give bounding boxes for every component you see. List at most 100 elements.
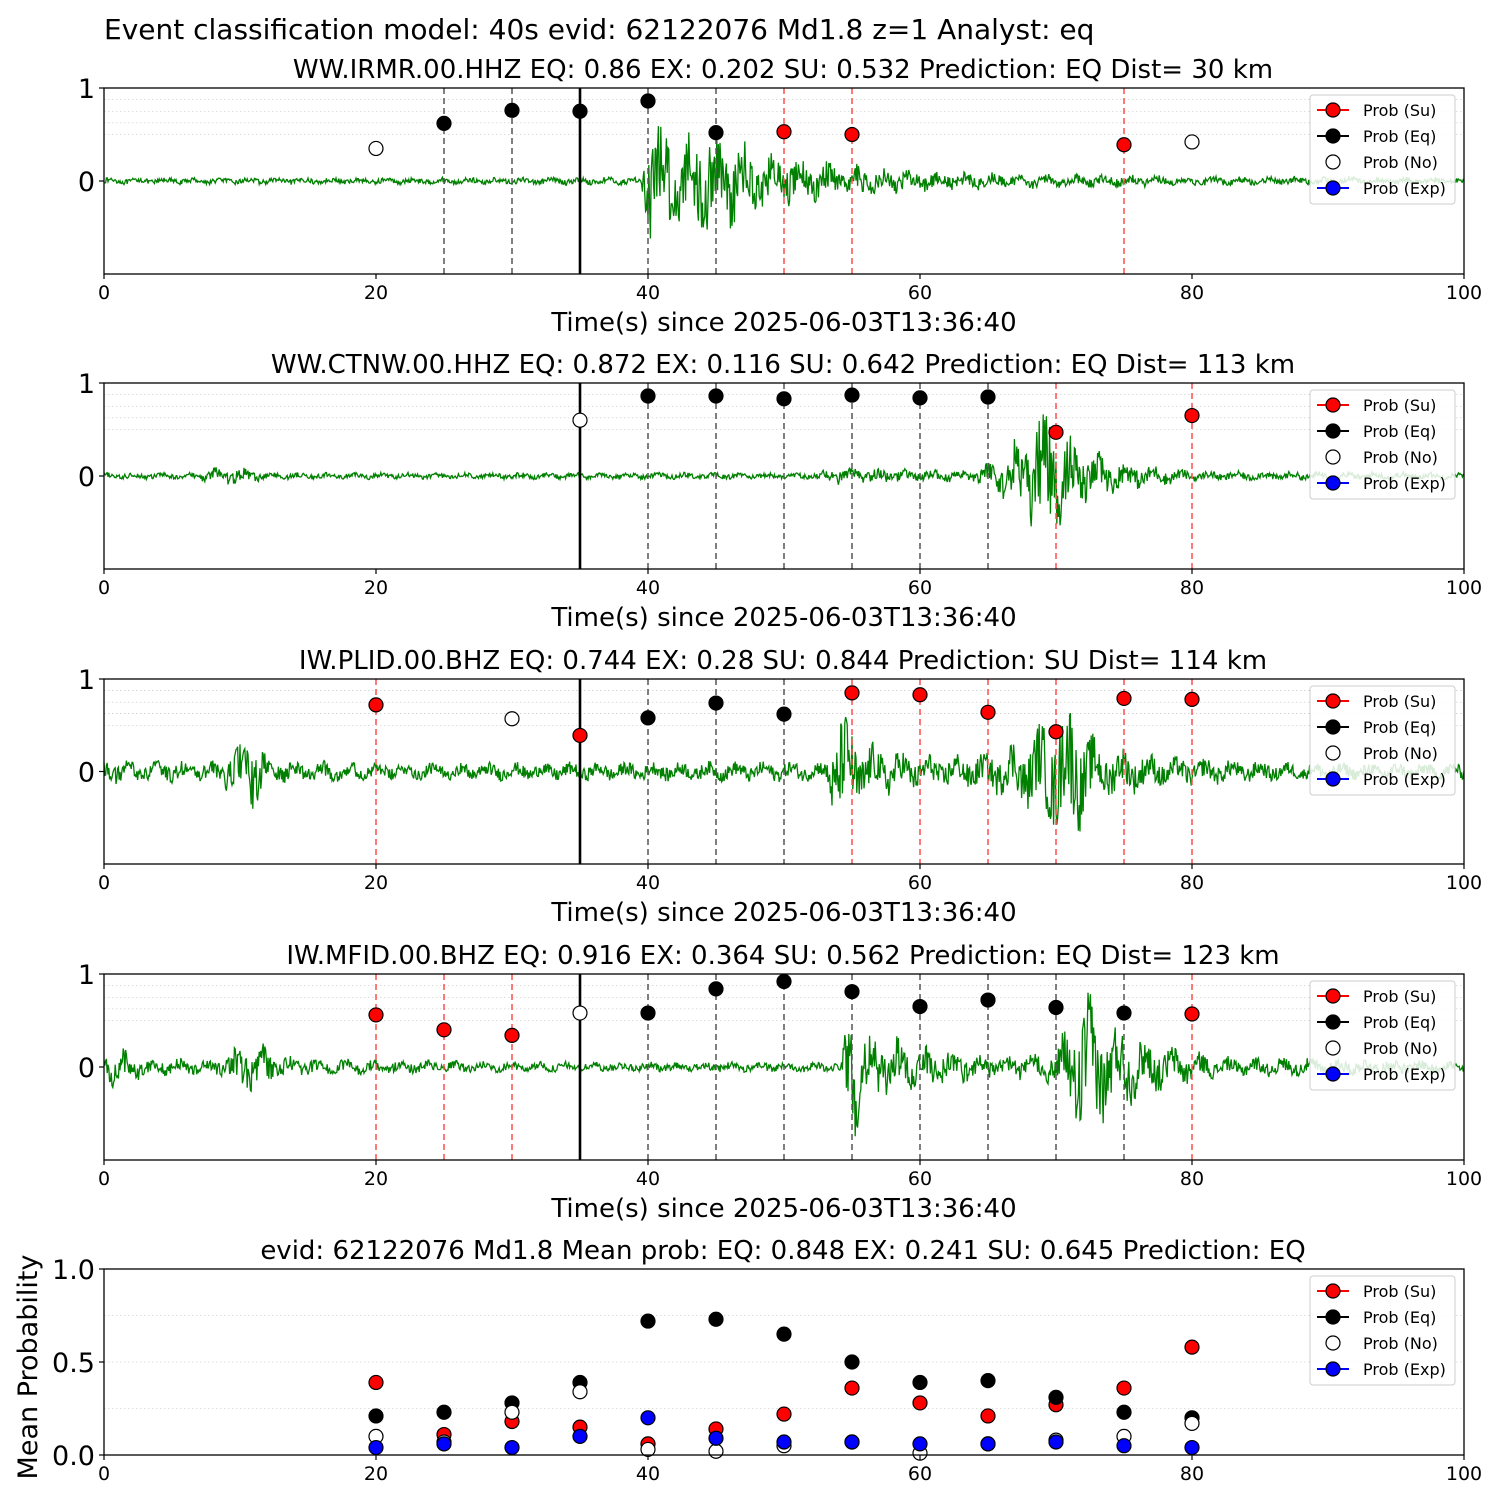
legend-label: Prob (Su) — [1363, 1282, 1436, 1301]
panel-station-1: 0 20 40 60 80 100 0 1 WW.IRMR.00.HHZ EQ: 0.86 EX… — [78, 55, 1482, 338]
prob-marker-eq — [572, 103, 588, 119]
mean-marker-exp — [640, 1410, 656, 1426]
prob-marker-eq — [1116, 1005, 1132, 1021]
mean-marker-exp — [708, 1430, 724, 1446]
prob-marker-su — [572, 727, 588, 744]
x-tick-label: 40 — [636, 872, 660, 894]
legend-label: Prob (Eq) — [1363, 127, 1436, 146]
legend-marker-eq — [1325, 1309, 1341, 1325]
mean-marker-no — [640, 1441, 656, 1458]
x-tick-label: 80 — [1180, 1463, 1204, 1485]
legend-label: Prob (Su) — [1363, 101, 1436, 120]
prob-marker-su — [776, 124, 792, 140]
x-tick-label: 80 — [1180, 577, 1204, 599]
mean-marker-su — [1184, 1339, 1200, 1355]
waveform-trace — [104, 126, 1465, 239]
legend-box — [1309, 1275, 1456, 1386]
prob-marker-su — [368, 697, 384, 713]
panel-mean-probability: 0 20 40 60 80 100 0.0 0.5 1.0 evid: 62122076 Md1.… — [13, 1236, 1482, 1485]
legend-label: Prob (No) — [1363, 1039, 1438, 1058]
x-tick-label: 20 — [364, 577, 388, 599]
legend-marker-su — [1325, 988, 1341, 1004]
prob-marker-su — [912, 687, 928, 703]
x-tick-label: 100 — [1446, 872, 1482, 894]
prob-marker-eq — [640, 1005, 656, 1021]
legend-marker-eq — [1325, 128, 1341, 144]
mean-marker-exp — [1116, 1438, 1132, 1454]
legend-marker-exp — [1325, 475, 1341, 491]
legend-marker-exp — [1325, 180, 1341, 196]
x-axis-label: Time(s) since 2025-06-03T13:36:40 — [550, 603, 1016, 633]
prob-marker-no — [504, 711, 520, 727]
legend-marker-su — [1325, 693, 1341, 709]
x-tick-label: 80 — [1180, 1168, 1204, 1190]
y-tick-label: 1.0 — [52, 1255, 95, 1286]
mean-marker-exp — [368, 1439, 384, 1456]
prob-marker-no — [1184, 134, 1200, 150]
y-tick-label: 0 — [78, 758, 95, 789]
mean-marker-no — [1184, 1415, 1200, 1431]
legend-marker-eq — [1325, 1014, 1341, 1030]
legend-label: Prob (Exp) — [1363, 179, 1446, 198]
prob-marker-su — [368, 1007, 384, 1023]
x-tick-label: 60 — [908, 1463, 932, 1485]
legend-marker-no — [1325, 745, 1341, 761]
y-tick-label: 1 — [78, 665, 95, 696]
prob-marker-su — [436, 1022, 452, 1038]
panel-title: WW.IRMR.00.HHZ EQ: 0.86 EX: 0.202 SU: 0.… — [293, 55, 1273, 85]
x-axis-label: Time(s) since 2025-06-03T13:36:40 — [550, 1194, 1016, 1224]
x-tick-label: 100 — [1446, 577, 1482, 599]
prob-marker-su — [1184, 691, 1200, 707]
prob-marker-su — [1184, 407, 1200, 424]
mean-marker-exp — [1048, 1434, 1064, 1450]
mean-marker-eq — [912, 1374, 928, 1391]
prob-marker-eq — [980, 992, 996, 1008]
x-tick-label: 0 — [98, 1168, 110, 1190]
panel-station-3: 0 20 40 60 80 100 0 1 IW.PLID.00.BHZ EQ: 0.744 E… — [78, 646, 1482, 928]
mean-marker-exp — [844, 1434, 860, 1450]
x-tick-label: 60 — [908, 872, 932, 894]
mean-marker-su — [368, 1374, 384, 1391]
prob-marker-no — [572, 1005, 588, 1021]
prob-marker-eq — [504, 102, 520, 118]
prob-marker-eq — [912, 390, 928, 406]
prob-marker-eq — [912, 998, 928, 1015]
prob-marker-eq — [640, 388, 656, 404]
prob-marker-eq — [640, 93, 656, 109]
legend: Prob (Su) Prob (Eq) Prob (No) Prob (Exp) — [1309, 1275, 1456, 1386]
prob-marker-eq — [708, 695, 724, 711]
x-tick-label: 40 — [636, 1463, 660, 1485]
mean-marker-eq — [368, 1408, 384, 1424]
panel-station-2: 0 20 40 60 80 100 0 1 WW.CTNW.00.HHZ EQ: 0.872 E… — [78, 350, 1482, 633]
x-tick-label: 100 — [1446, 1168, 1482, 1190]
legend-box — [1309, 94, 1456, 205]
legend-marker-no — [1325, 449, 1341, 465]
legend-marker-su — [1325, 1283, 1341, 1299]
legend-marker-no — [1325, 154, 1341, 170]
prob-marker-su — [1048, 724, 1064, 740]
y-tick-label: 0.0 — [52, 1441, 95, 1472]
legend-marker-su — [1325, 102, 1341, 118]
panel-station-4: 0 20 40 60 80 100 0 1 IW.MFID.00.BHZ EQ: 0.916 E… — [78, 941, 1482, 1224]
prob-marker-eq — [776, 973, 792, 990]
mean-marker-eq — [776, 1326, 792, 1342]
prob-marker-su — [1184, 1006, 1200, 1022]
x-tick-label: 60 — [908, 577, 932, 599]
prob-marker-no — [368, 140, 384, 157]
legend-label: Prob (No) — [1363, 1334, 1438, 1353]
y-axis-label: Mean Probability — [13, 1255, 44, 1480]
x-tick-label: 60 — [908, 1168, 932, 1190]
mean-marker-su — [912, 1395, 928, 1411]
legend-label: Prob (Exp) — [1363, 770, 1446, 789]
y-tick-label: 1 — [78, 74, 95, 105]
prob-marker-eq — [708, 125, 724, 141]
prob-marker-eq — [708, 388, 724, 404]
x-tick-label: 100 — [1446, 282, 1482, 304]
y-tick-label: 1 — [78, 369, 95, 400]
mean-marker-eq — [1116, 1404, 1132, 1420]
panel-title: IW.PLID.00.BHZ EQ: 0.744 EX: 0.28 SU: 0.… — [299, 646, 1267, 676]
legend-label: Prob (Exp) — [1363, 1360, 1446, 1379]
legend: Prob (Su) Prob (Eq) Prob (No) Prob (Exp) — [1309, 980, 1456, 1091]
prob-marker-eq — [844, 984, 860, 1000]
